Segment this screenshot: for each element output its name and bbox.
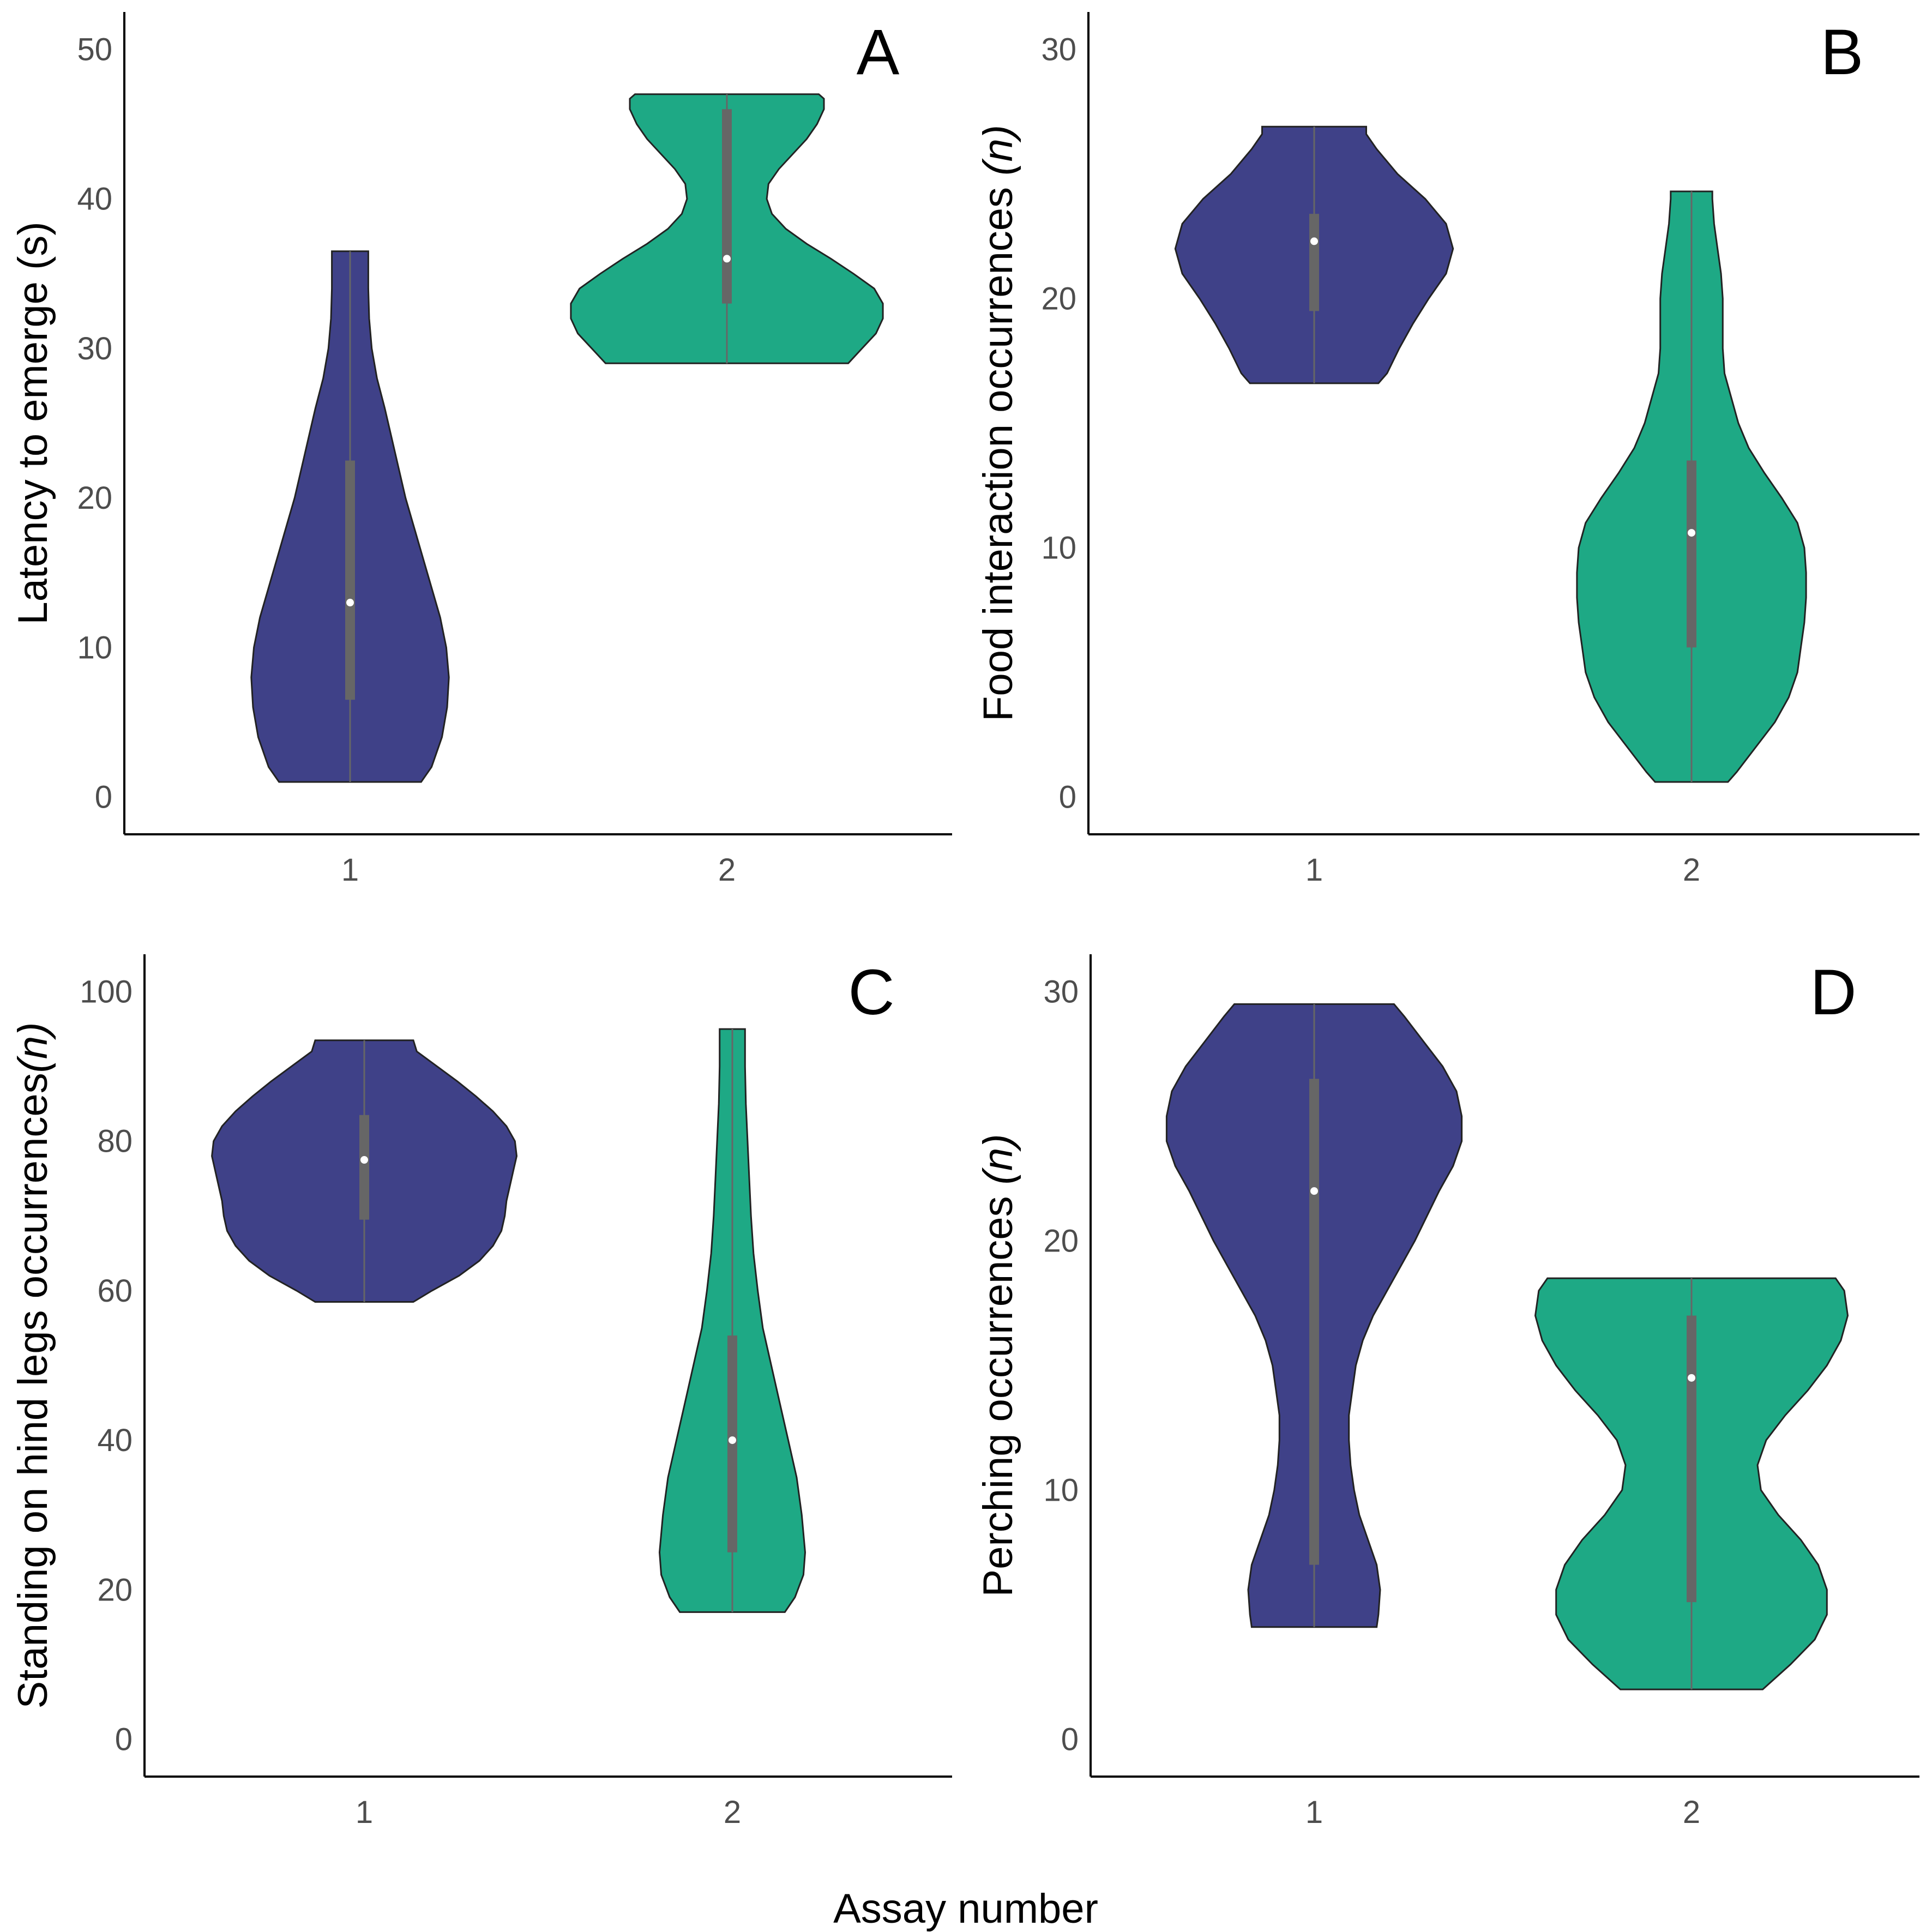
y-axis-label: Perching occurrences (n) <box>975 1134 1021 1597</box>
y-axis-label: Standing on hind legs occurrences(n) <box>10 1022 56 1709</box>
panel-c: 0 20 40 60 80 100 1 2 Standing on hind legs occu… <box>10 954 952 1830</box>
y-tick-label: 40 <box>77 182 112 217</box>
y-axis-label: Latency to emerge (s) <box>10 221 56 624</box>
iqr-box-assay-1 <box>1309 1079 1319 1565</box>
y-tick-label: 30 <box>1041 32 1076 68</box>
y-tick-label: 10 <box>1043 1472 1079 1508</box>
y-tick-label: 30 <box>1043 974 1079 1010</box>
y-tick-label: 60 <box>97 1273 133 1309</box>
y-tick-label: 0 <box>95 779 112 815</box>
panel-b: 0 10 20 30 1 2 Food interaction occurrences (n… <box>975 12 1919 888</box>
y-tick-label: 20 <box>1043 1224 1079 1259</box>
y-tick-label: 40 <box>97 1423 133 1458</box>
y-tick-label: 20 <box>1041 281 1076 317</box>
iqr-box-assay-2 <box>722 109 732 304</box>
median-point-assay-2 <box>727 1435 737 1446</box>
x-tick-label: 2 <box>1683 1795 1700 1830</box>
x-tick-label: 1 <box>341 852 359 888</box>
y-tick-label: 0 <box>1059 779 1076 815</box>
x-tick-label: 2 <box>724 1795 741 1830</box>
y-tick-label: 10 <box>77 630 112 665</box>
median-point-assay-2 <box>1687 528 1696 538</box>
y-tick-label: 20 <box>97 1572 133 1608</box>
y-tick-label: 0 <box>1061 1722 1079 1757</box>
y-tick-label: 100 <box>80 974 133 1010</box>
iqr-box-assay-2 <box>1687 1315 1696 1603</box>
x-tick-label: 1 <box>1305 852 1323 888</box>
iqr-box-assay-1 <box>345 460 355 700</box>
panel-letter: D <box>1810 956 1856 1028</box>
panel-letter: C <box>848 956 894 1028</box>
y-tick-label: 30 <box>77 331 112 366</box>
iqr-box-assay-1 <box>359 1115 369 1220</box>
panel-letter: B <box>1821 16 1864 88</box>
median-point-assay-2 <box>1687 1373 1696 1383</box>
y-tick-label: 80 <box>97 1124 133 1159</box>
x-tick-label: 1 <box>1305 1795 1323 1830</box>
median-point-assay-1 <box>359 1155 369 1165</box>
y-tick-label: 20 <box>77 480 112 516</box>
y-tick-label: 10 <box>1041 530 1076 565</box>
y-tick-label: 50 <box>77 32 112 68</box>
x-tick-label: 1 <box>356 1795 373 1830</box>
y-tick-label: 0 <box>115 1722 133 1757</box>
iqr-box-assay-1 <box>1309 214 1319 311</box>
iqr-box-assay-2 <box>1687 460 1696 648</box>
panel-d: 0 10 20 30 1 2 Perching occurrences (n) D <box>975 954 1919 1830</box>
x-axis-label: Assay number <box>833 1886 1098 1932</box>
y-axis-label: Food interaction occurrences (n) <box>975 125 1021 721</box>
x-tick-label: 2 <box>1683 852 1700 888</box>
panel-a: 0 10 20 30 40 50 1 2 Latency to emerge (s) A <box>10 12 952 888</box>
median-point-assay-1 <box>1309 1186 1319 1196</box>
median-point-assay-1 <box>1309 236 1319 246</box>
median-point-assay-2 <box>722 254 732 264</box>
x-tick-label: 2 <box>718 852 736 888</box>
panel-letter: A <box>857 16 900 88</box>
median-point-assay-1 <box>345 598 355 608</box>
